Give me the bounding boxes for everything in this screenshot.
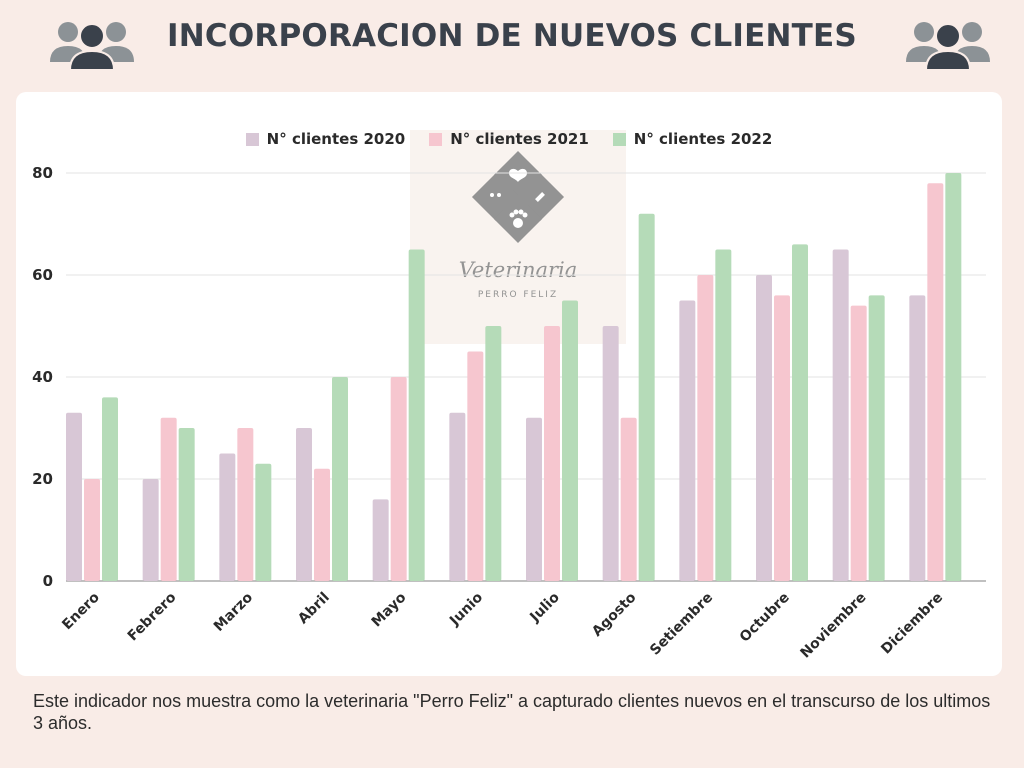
bar-mayo-2020 — [372, 499, 389, 581]
bar-chart: 0 20 40 60 80 Enero Febrero Marzo Abril Mayo Junio… — [32, 164, 986, 662]
bar-enero-2021 — [84, 479, 100, 581]
y-tick-label: 60 — [32, 266, 53, 284]
bar-octubre-2020 — [756, 275, 772, 581]
legend-label-2020: N° clientes 2020 — [266, 130, 406, 148]
y-tick-label: 40 — [32, 368, 53, 386]
people-group-icon — [906, 22, 990, 71]
y-tick-label: 0 — [43, 572, 53, 590]
bar-noviembre-2021 — [850, 305, 867, 581]
chart-description: Este indicador nos muestra como la veter… — [33, 691, 991, 733]
bar-enero-2020 — [66, 412, 82, 581]
bar-diciembre-2022 — [945, 173, 962, 581]
bar-abril-2020 — [296, 428, 312, 581]
chart-card: Veterinaria PERRO FELIZ N° clientes 2020… — [16, 92, 1002, 676]
bar-febrero-2021 — [160, 417, 177, 581]
bar-junio-2021 — [467, 351, 484, 581]
x-tick-label: Marzo — [211, 589, 257, 635]
legend-item-2021: N° clientes 2021 — [429, 130, 589, 148]
bar-julio-2020 — [526, 417, 542, 581]
x-tick-label: Junio — [446, 589, 486, 629]
bar-julio-2022 — [562, 300, 578, 581]
bar-diciembre-2021 — [927, 183, 944, 581]
legend-swatch-2022 — [612, 132, 626, 146]
bar-mayo-2021 — [390, 377, 407, 581]
bar-diciembre-2020 — [909, 295, 926, 581]
x-tick-label: Enero — [59, 589, 103, 633]
pet-paw-heart-bone-icon — [471, 150, 565, 244]
legend-swatch-2020 — [245, 132, 259, 146]
bar-setiembre-2021 — [697, 275, 714, 581]
bar-febrero-2022 — [178, 428, 195, 581]
bar-noviembre-2022 — [868, 295, 885, 581]
bar-octubre-2021 — [774, 295, 790, 581]
bar-enero-2022 — [102, 397, 118, 581]
people-group-icon — [50, 22, 134, 71]
bar-setiembre-2022 — [715, 249, 732, 581]
bar-abril-2021 — [314, 468, 330, 581]
x-tick-label: Noviembre — [798, 590, 870, 662]
legend-swatch-2021 — [429, 132, 443, 146]
watermark-name: Veterinaria — [458, 258, 578, 282]
legend-label-2022: N° clientes 2022 — [633, 130, 773, 148]
y-tick-label: 80 — [32, 164, 53, 182]
bar-junio-2020 — [449, 412, 466, 581]
bar-noviembre-2020 — [832, 249, 849, 581]
bar-agosto-2021 — [620, 417, 637, 581]
x-tick-label: Setiembre — [647, 590, 716, 659]
bar-febrero-2020 — [142, 479, 159, 581]
bar-marzo-2020 — [219, 453, 236, 581]
bar-setiembre-2020 — [679, 300, 696, 581]
x-tick-label: Julio — [526, 589, 563, 626]
watermark-logo: Veterinaria PERRO FELIZ — [410, 130, 626, 344]
watermark-subtitle: PERRO FELIZ — [477, 290, 559, 300]
page-title: INCORPORACION DE NUEVOS CLIENTES — [167, 18, 857, 54]
bar-marzo-2022 — [255, 463, 272, 581]
x-tick-label: Diciembre — [878, 590, 946, 658]
legend-item-2022: N° clientes 2022 — [612, 130, 773, 148]
bar-octubre-2022 — [792, 244, 808, 581]
bar-junio-2022 — [485, 326, 502, 581]
chart-legend: N° clientes 2020 N° clientes 2021 N° cli… — [16, 130, 1002, 148]
bar-agosto-2022 — [638, 213, 655, 582]
x-tick-label: Octubre — [737, 590, 793, 646]
x-tick-label: Febrero — [125, 589, 180, 644]
y-tick-label: 20 — [32, 470, 53, 488]
bar-julio-2021 — [544, 326, 560, 581]
x-tick-label: Abril — [295, 590, 333, 628]
bar-agosto-2020 — [602, 326, 619, 581]
bar-mayo-2022 — [408, 249, 425, 581]
legend-item-2020: N° clientes 2020 — [245, 130, 406, 148]
x-tick-label: Agosto — [589, 589, 640, 640]
bar-marzo-2021 — [237, 428, 254, 581]
x-tick-label: Mayo — [369, 589, 410, 630]
legend-label-2021: N° clientes 2021 — [450, 130, 589, 148]
bar-abril-2022 — [332, 377, 348, 581]
